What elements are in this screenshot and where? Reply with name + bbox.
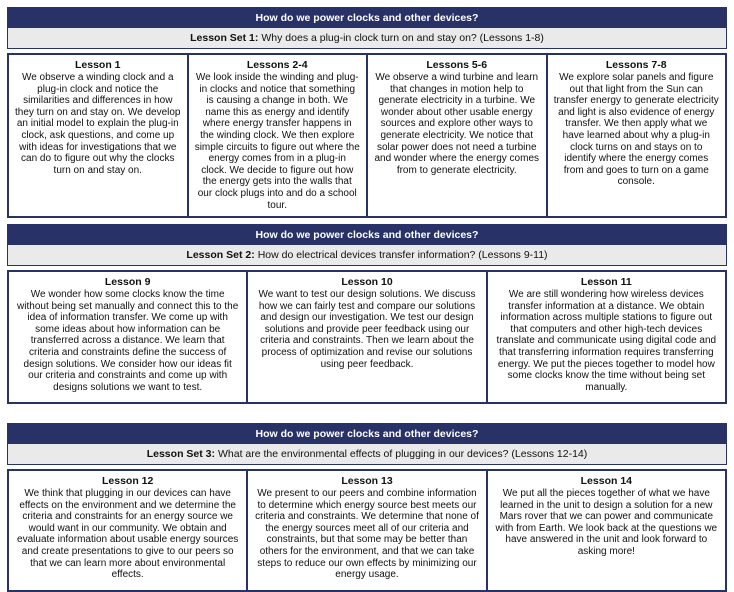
unit-title-banner: How do we power clocks and other devices… bbox=[8, 424, 726, 444]
section-1-header-unit: How do we power clocks and other devices… bbox=[7, 7, 727, 49]
lesson-row-set-1: Lesson 1 We observe a winding clock and … bbox=[7, 53, 727, 218]
lesson-set-2-label: Lesson Set 2: bbox=[186, 249, 255, 261]
lesson-description: We put all the pieces together of what w… bbox=[495, 488, 718, 557]
lesson-row-set-2: Lesson 9 We wonder how some clocks know … bbox=[7, 270, 727, 404]
lesson-description: We look inside the winding and plug-in c… bbox=[194, 72, 360, 211]
lesson-card-9: Lesson 9 We wonder how some clocks know … bbox=[9, 272, 246, 402]
lesson-card-14: Lesson 14 We put all the pieces together… bbox=[485, 471, 725, 590]
section-lesson-set-1: How do we power clocks and other devices… bbox=[7, 7, 727, 218]
lesson-title: Lesson 9 bbox=[104, 276, 151, 288]
lesson-title: Lessons 2-4 bbox=[246, 59, 308, 71]
lesson-title: Lesson 1 bbox=[74, 59, 121, 71]
unit-title-banner: How do we power clocks and other devices… bbox=[8, 8, 726, 28]
lesson-title: Lesson 14 bbox=[580, 475, 632, 487]
lesson-card-11: Lesson 11 We are still wondering how wir… bbox=[485, 272, 725, 402]
lesson-set-2-banner: Lesson Set 2: How do electrical devices … bbox=[8, 245, 726, 265]
lesson-title: Lesson 10 bbox=[341, 276, 393, 288]
lesson-set-3-question: What are the environmental effects of pl… bbox=[218, 448, 588, 460]
lesson-set-1-label: Lesson Set 1: bbox=[190, 32, 259, 44]
lesson-description: We want to test our design solutions. We… bbox=[258, 289, 476, 370]
lesson-description: We explore solar panels and figure out t… bbox=[553, 72, 719, 188]
lesson-title: Lesson 13 bbox=[341, 475, 393, 487]
lesson-description: We present to our peers and combine info… bbox=[255, 488, 479, 581]
lesson-description: We observe a wind turbine and learn that… bbox=[374, 72, 540, 176]
lesson-set-1-banner: Lesson Set 1: Why does a plug-in clock t… bbox=[8, 28, 726, 48]
unit-title-banner: How do we power clocks and other devices… bbox=[8, 225, 726, 245]
lesson-card-13: Lesson 13 We present to our peers and co… bbox=[246, 471, 485, 590]
lesson-set-3-banner: Lesson Set 3: What are the environmental… bbox=[8, 444, 726, 464]
section-2-header-unit: How do we power clocks and other devices… bbox=[7, 224, 727, 266]
lesson-title: Lessons 5-6 bbox=[426, 59, 488, 71]
lesson-description: We are still wondering how wireless devi… bbox=[496, 289, 717, 393]
lesson-title: Lessons 7-8 bbox=[605, 59, 667, 71]
lesson-card-12: Lesson 12 We think that plugging in our … bbox=[9, 471, 246, 590]
lesson-card-5-6: Lessons 5-6 We observe a wind turbine an… bbox=[366, 55, 546, 216]
section-lesson-set-3: How do we power clocks and other devices… bbox=[7, 423, 727, 592]
section-3-header-unit: How do we power clocks and other devices… bbox=[7, 423, 727, 465]
lesson-description: We wonder how some clocks know the time … bbox=[17, 289, 239, 393]
lesson-card-7-8: Lessons 7-8 We explore solar panels and … bbox=[545, 55, 726, 216]
lesson-title: Lesson 12 bbox=[101, 475, 154, 487]
lesson-set-2-question: How do electrical devices transfer infor… bbox=[257, 249, 548, 261]
lesson-description: We observe a winding clock and a plug-in… bbox=[15, 72, 181, 176]
lesson-set-1-question: Why does a plug-in clock turn on and sta… bbox=[261, 32, 544, 44]
lesson-row-set-3: Lesson 12 We think that plugging in our … bbox=[7, 469, 727, 592]
lesson-title: Lesson 11 bbox=[580, 276, 632, 288]
lesson-card-10: Lesson 10 We want to test our design sol… bbox=[246, 272, 485, 402]
lesson-card-1: Lesson 1 We observe a winding clock and … bbox=[9, 55, 187, 216]
lesson-set-3-label: Lesson Set 3: bbox=[146, 448, 215, 460]
section-lesson-set-2: How do we power clocks and other devices… bbox=[7, 224, 727, 404]
lesson-card-2-4: Lessons 2-4 We look inside the winding a… bbox=[186, 55, 367, 216]
lesson-description: We think that plugging in our devices ca… bbox=[17, 488, 239, 581]
